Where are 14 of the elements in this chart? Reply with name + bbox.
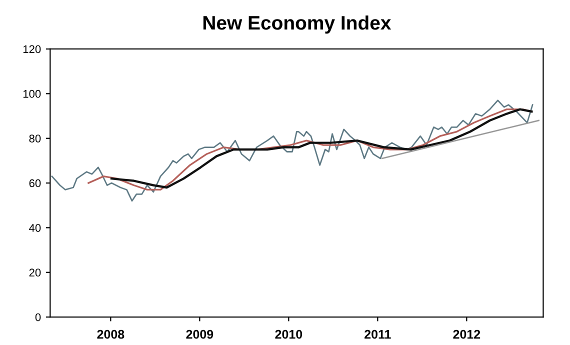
y-tick-label: 40 (29, 224, 41, 232)
y-tick-label: 0 (35, 313, 41, 322)
y-tick-label: 120 (23, 45, 41, 54)
y-tick-label: 100 (23, 90, 41, 98)
x-tick-label: 2012 (453, 330, 480, 339)
y-tick-label: 80 (29, 134, 41, 142)
x-tick-label: 2009 (186, 330, 214, 339)
line-series (51, 100, 534, 202)
chart-title: New Economy Index (203, 15, 392, 34)
x-tick-label: 2010 (275, 330, 302, 339)
y-tick-label: 60 (29, 179, 41, 188)
y-tick-label: 20 (29, 268, 41, 277)
x-tick-label: 2008 (97, 330, 124, 339)
x-tick-label: 2011 (364, 330, 391, 339)
